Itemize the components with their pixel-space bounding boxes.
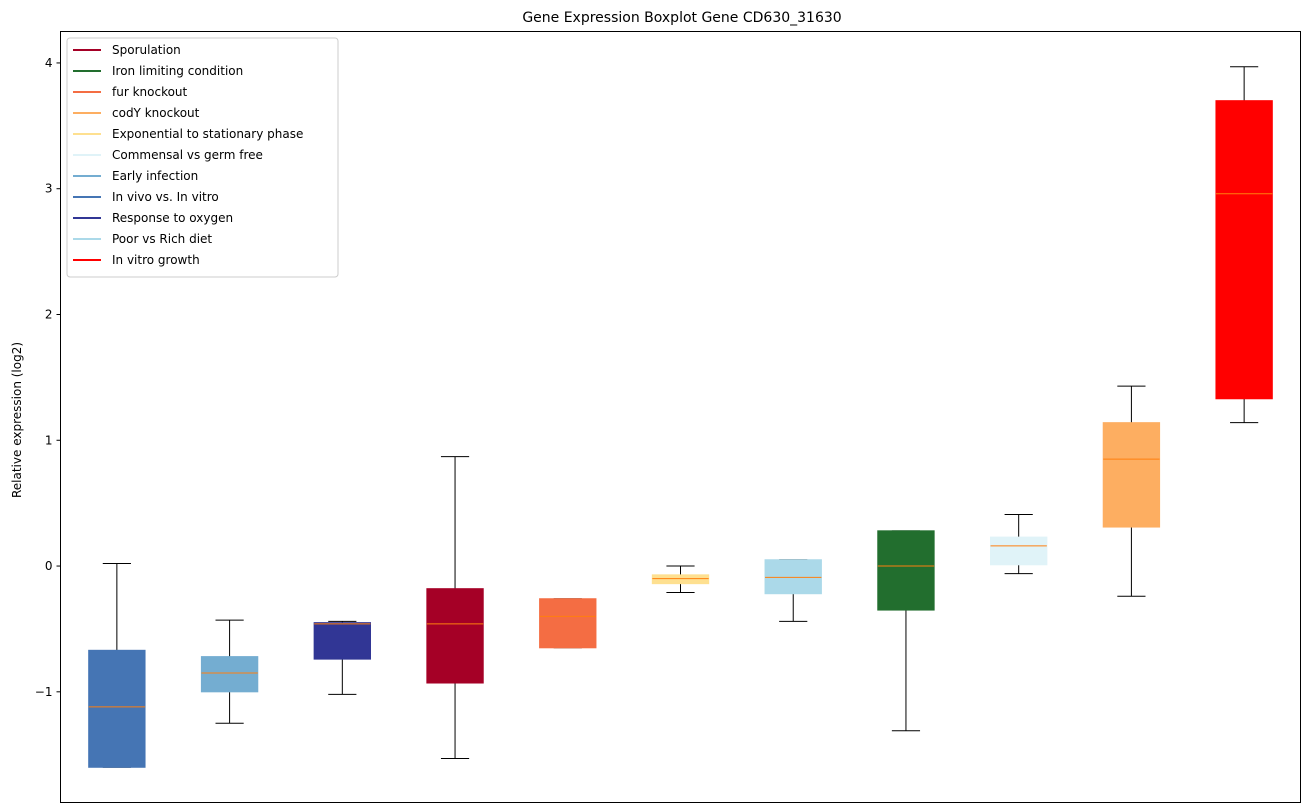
box-4-body xyxy=(539,598,597,649)
box-1-body xyxy=(200,656,259,693)
box-0 xyxy=(88,563,146,768)
legend-label-7: In vivo vs. In vitro xyxy=(112,190,219,204)
chart-title: Gene Expression Boxplot Gene CD630_31630 xyxy=(522,10,841,26)
box-0-body xyxy=(88,649,146,768)
legend-label-2: fur knockout xyxy=(112,85,188,99)
box-8-body xyxy=(990,536,1048,566)
box-5 xyxy=(651,565,710,593)
legend: Sporulation Iron limiting condition fur kn… xyxy=(66,37,339,278)
box-4 xyxy=(539,598,597,649)
y-tick-label-4: 3 xyxy=(45,182,53,196)
y-axis: −1 0 1 2 3 4 xyxy=(35,56,61,699)
y-tick-label-0: −1 xyxy=(35,685,53,699)
plot-area-frame xyxy=(60,31,1301,803)
legend-label-5: Commensal vs germ free xyxy=(112,148,263,162)
box-2 xyxy=(313,620,371,695)
box-6-body xyxy=(764,559,822,595)
box-10 xyxy=(1215,66,1273,424)
legend-label-1: Iron limiting condition xyxy=(112,64,243,78)
y-tick-label-2: 1 xyxy=(45,433,53,447)
y-tick-label-5: 4 xyxy=(45,56,53,70)
box-3-body xyxy=(426,588,484,684)
legend-label-10: In vitro growth xyxy=(112,253,200,267)
box-2-body xyxy=(313,622,371,660)
box-3 xyxy=(426,456,484,759)
y-tick-label-1: 0 xyxy=(45,559,53,573)
legend-label-8: Response to oxygen xyxy=(112,211,233,225)
box-5-body xyxy=(651,574,710,585)
box-9 xyxy=(1102,385,1161,597)
y-tick-label-3: 2 xyxy=(45,307,53,321)
box-7 xyxy=(877,530,935,732)
legend-frame xyxy=(66,37,339,278)
box-6 xyxy=(764,559,822,622)
legend-label-0: Sporulation xyxy=(112,43,181,57)
box-10-body xyxy=(1215,100,1273,400)
y-axis-label: Relative expression (log2) xyxy=(10,342,24,498)
boxes-layer xyxy=(88,66,1273,768)
box-1 xyxy=(200,619,259,724)
box-7-body xyxy=(877,530,935,611)
legend-label-6: Early infection xyxy=(112,169,198,183)
box-9-body xyxy=(1102,422,1161,528)
legend-label-4: Exponential to stationary phase xyxy=(112,127,303,141)
legend-label-3: codY knockout xyxy=(112,106,200,120)
box-8 xyxy=(990,513,1048,575)
legend-label-9: Poor vs Rich diet xyxy=(112,232,212,246)
